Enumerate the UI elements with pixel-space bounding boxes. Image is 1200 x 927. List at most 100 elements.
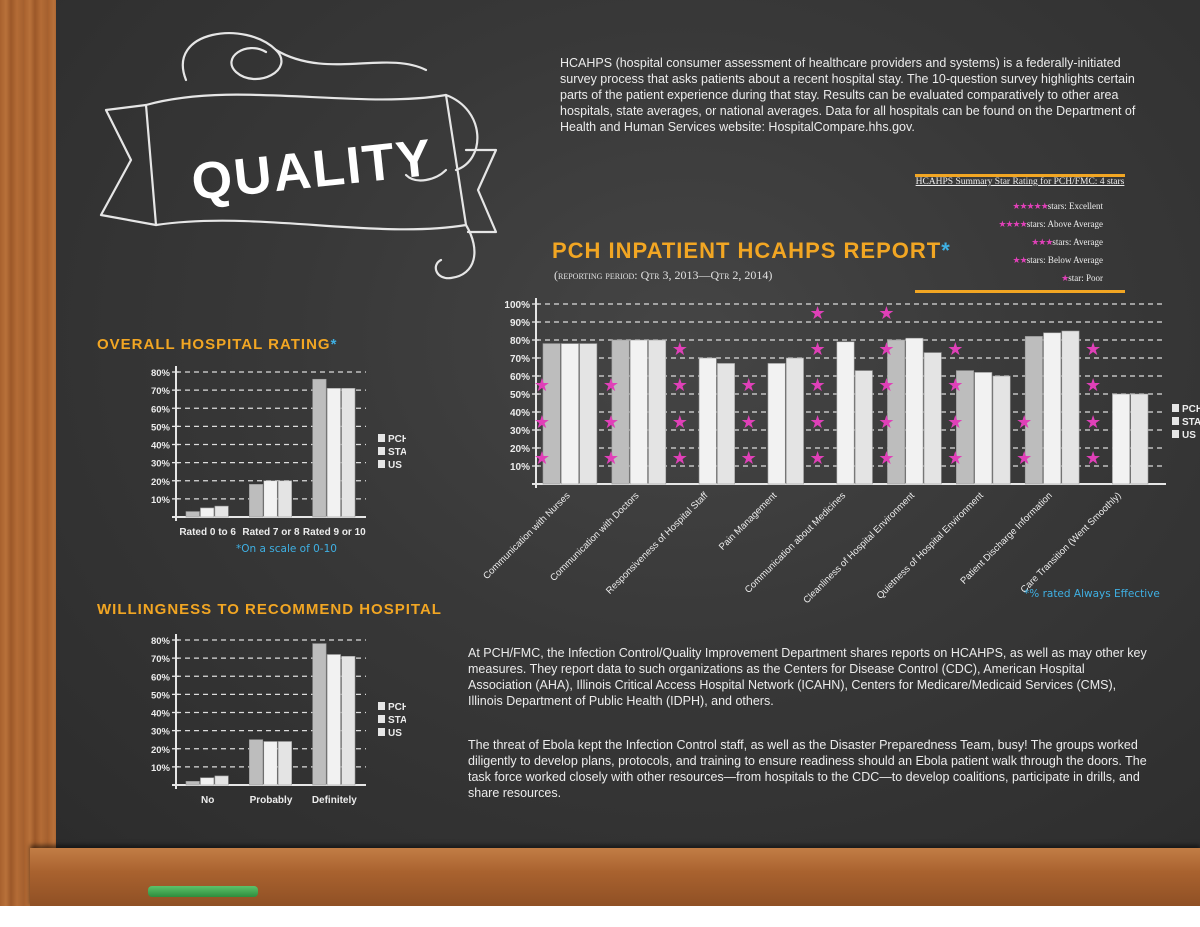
- bar-us: [854, 370, 873, 485]
- bar-us: [717, 363, 735, 485]
- rating-star-icon: ★: [1016, 448, 1032, 468]
- overall-rating-chart: 10% 20% 30% 40% 50% 60% 70% 80% Rated 0 to 6 Rate…: [151, 366, 406, 538]
- legend-label: PCH: [388, 434, 406, 445]
- bar-pch: [312, 378, 327, 518]
- rating-star-icon: ★: [878, 412, 894, 432]
- x-tick-label: Definitely: [312, 795, 357, 806]
- bar-state: [560, 343, 579, 485]
- legend-row-3: ★★★stars: Average: [1031, 237, 1103, 248]
- star-icon: ★★★★★: [1012, 201, 1048, 211]
- y-tick-label: 20%: [151, 745, 171, 756]
- legend-label: star: Poor: [1068, 273, 1103, 283]
- y-tick-label: 20%: [151, 477, 171, 488]
- rating-star-icon: ★: [1016, 412, 1032, 432]
- bar-us: [341, 656, 356, 786]
- overall-title-mark: *: [330, 336, 338, 353]
- bar-pch: [611, 339, 630, 485]
- rating-star-icon: ★: [603, 448, 619, 468]
- rating-star-icon: ★: [878, 339, 894, 359]
- legend-label: stars: Excellent: [1047, 201, 1103, 211]
- x-tick-label: Rated 0 to 6: [179, 527, 236, 538]
- bar-us: [277, 741, 292, 786]
- rating-star-icon: ★: [534, 375, 550, 395]
- legend-swatch: [378, 434, 385, 442]
- main-chart-subtitle: (reporting period: Qtr 3, 2013—Qtr 2, 20…: [554, 268, 773, 282]
- scale-note: *On a scale of 0-10: [236, 543, 337, 555]
- main-title-text: PCH INPATIENT HCAHPS REPORT: [552, 238, 942, 263]
- legend-label: US: [388, 460, 402, 471]
- bar-state: [767, 363, 786, 485]
- bar-state: [263, 741, 278, 786]
- y-tick-label: 50%: [151, 422, 171, 433]
- star-icon: ★: [1061, 273, 1069, 283]
- rating-star-icon: ★: [878, 375, 894, 395]
- bar-state: [1112, 393, 1131, 485]
- rating-star-icon: ★: [809, 339, 825, 359]
- star-legend: HCAHPS Summary Star Rating for PCH/FMC: …: [915, 174, 1125, 294]
- legend-swatch: [378, 460, 385, 468]
- bar-us: [277, 480, 292, 518]
- bar-state: [905, 337, 924, 485]
- rating-star-icon: ★: [672, 339, 688, 359]
- y-tick-label: 30%: [151, 459, 171, 470]
- bar-state: [1043, 332, 1062, 485]
- star-icon: ★★: [1012, 255, 1028, 265]
- bar-state: [698, 357, 717, 485]
- rating-star-icon: ★: [947, 339, 963, 359]
- bar-pch: [185, 781, 200, 786]
- main-title-mark: *: [941, 238, 951, 263]
- x-tick-label: No: [201, 795, 214, 806]
- bar-us: [214, 505, 229, 518]
- y-tick-label: 90%: [510, 318, 530, 329]
- bar-state: [200, 507, 215, 518]
- bar-us: [992, 375, 1011, 485]
- legend-label: PCH: [388, 702, 406, 713]
- legend-label: US: [388, 728, 402, 739]
- legend-label: STATE: [1182, 417, 1200, 428]
- y-tick-label: 50%: [510, 390, 530, 401]
- y-tick-label: 40%: [151, 709, 171, 720]
- recommend-chart: 10% 20% 30% 40% 50% 60% 70% 80% No Probably Defini…: [151, 634, 406, 806]
- x-tick-label: Rated 7 or 8: [242, 527, 300, 538]
- y-tick-label: 40%: [510, 408, 530, 419]
- bar-state: [629, 339, 648, 485]
- bar-us: [1130, 393, 1149, 485]
- y-tick-label: 100%: [504, 300, 530, 311]
- legend-label: US: [1182, 430, 1196, 441]
- x-tick-label: Probably: [250, 795, 293, 806]
- y-tick-label: 10%: [151, 763, 171, 774]
- y-tick-label: 60%: [151, 672, 171, 683]
- rating-star-icon: ★: [741, 375, 757, 395]
- chalk-rail: [30, 848, 1200, 908]
- rating-star-icon: ★: [947, 448, 963, 468]
- legend-swatch: [378, 728, 385, 736]
- y-tick-label: 70%: [151, 386, 171, 397]
- hcahps-chart: 10%20%30%40%50%60%70%80%90%100%Communica…: [481, 298, 1200, 606]
- bar-us: [648, 339, 667, 485]
- bar-pch: [887, 339, 906, 485]
- bar-pch: [249, 484, 264, 518]
- legend-top-bar: [915, 174, 1125, 177]
- legend-bottom-bar: [915, 290, 1125, 293]
- y-tick-label: 50%: [151, 690, 171, 701]
- legend-label: STATE: [388, 447, 406, 458]
- y-tick-label: 10%: [510, 462, 530, 473]
- bar-us: [579, 343, 598, 485]
- star-icon: ★★★: [1031, 237, 1053, 247]
- rating-star-icon: ★: [947, 412, 963, 432]
- legend-label: STATE: [388, 715, 406, 726]
- rating-star-icon: ★: [947, 375, 963, 395]
- rating-star-icon: ★: [1085, 448, 1101, 468]
- bar-pch: [1024, 336, 1043, 485]
- banner-text: QUALITY: [189, 129, 436, 212]
- x-tick-label: Cleanliness of Hospital Environment: [801, 490, 917, 606]
- y-tick-label: 40%: [151, 441, 171, 452]
- rating-star-icon: ★: [741, 448, 757, 468]
- rating-star-icon: ★: [878, 303, 894, 323]
- legend-label: stars: Below Average: [1026, 255, 1103, 265]
- legend-swatch: [378, 715, 385, 723]
- y-tick-label: 70%: [510, 354, 530, 365]
- legend-swatch: [1172, 417, 1179, 425]
- main-chart-title: PCH INPATIENT HCAHPS REPORT*: [552, 238, 951, 264]
- bar-pch: [542, 343, 561, 485]
